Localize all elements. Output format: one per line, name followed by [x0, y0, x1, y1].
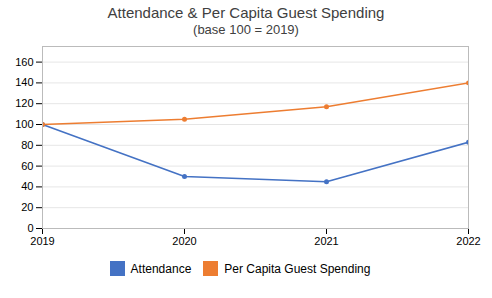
html-text:Attendance: Attendance [130, 261, 192, 276]
svg-text:2020: 2020 [172, 235, 196, 247]
svg-text:2022: 2022 [456, 235, 480, 247]
svg-text:160: 160 [15, 56, 33, 68]
svg-text:2021: 2021 [314, 235, 338, 247]
svg-text:140: 140 [15, 76, 33, 88]
svg-text:80: 80 [21, 139, 33, 151]
html-text:(base 100 = 2019): (base 100 = 2019) [193, 22, 299, 37]
html-text:Attendance & Per Capita Guest: Attendance & Per Capita Guest Spending [107, 4, 385, 21]
svg-text:60: 60 [21, 160, 33, 172]
svg-text:100: 100 [15, 118, 33, 130]
svg-text:0: 0 [27, 222, 33, 234]
svg-text:2019: 2019 [30, 235, 54, 247]
svg-text:20: 20 [21, 201, 33, 213]
svg-text:40: 40 [21, 180, 33, 192]
svg-text:120: 120 [15, 97, 33, 109]
html-text:Per Capita Guest Spending: Per Capita Guest Spending [224, 261, 371, 276]
